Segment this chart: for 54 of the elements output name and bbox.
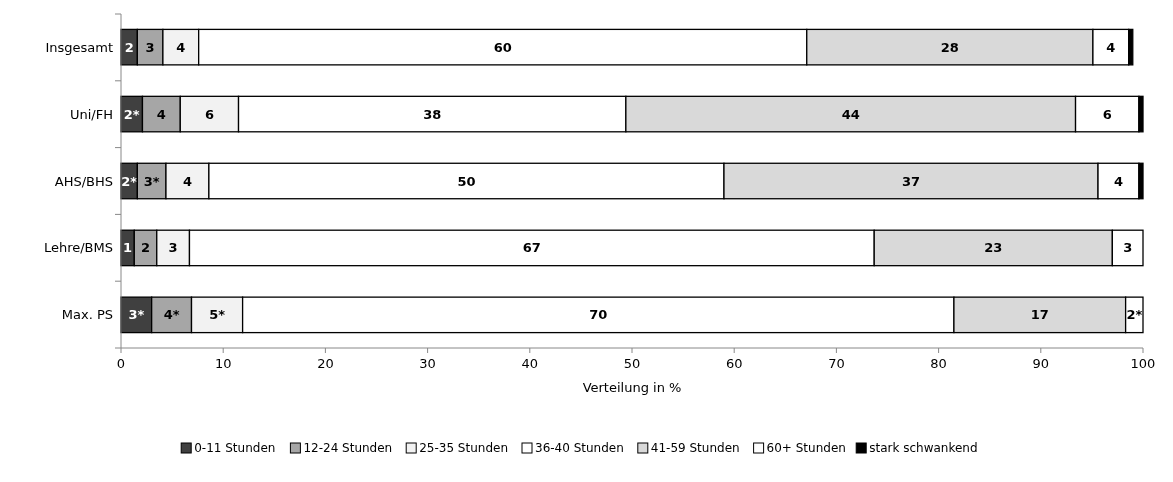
- data-label: 2: [124, 39, 134, 55]
- data-label: 2*: [121, 173, 138, 189]
- y-tick-label: AHS/BHS: [54, 173, 113, 189]
- data-label: 28: [940, 39, 959, 55]
- data-label: 70: [589, 307, 608, 323]
- data-label: 3: [168, 240, 178, 256]
- x-tick-label: 60: [725, 356, 743, 371]
- data-label: 6: [1102, 106, 1112, 122]
- data-label: 67: [522, 240, 541, 256]
- data-label: 44: [841, 106, 860, 122]
- data-label: 38: [423, 106, 442, 122]
- data-label: 3*: [143, 173, 160, 189]
- data-label: 50: [457, 173, 476, 189]
- x-axis-title: Verteilung in %: [582, 380, 682, 395]
- legend-label: 60+ Stunden: [766, 441, 846, 455]
- x-tick-label: 70: [828, 356, 845, 371]
- x-tick-label: 100: [1130, 356, 1156, 371]
- y-tick-label: Max. PS: [61, 307, 113, 323]
- data-label: 2*: [123, 106, 140, 122]
- data-label: 4: [182, 173, 192, 189]
- data-label: 6: [204, 106, 214, 122]
- legend-label: 41-59 Stunden: [650, 441, 740, 455]
- y-tick-label: Insgesamt: [45, 39, 113, 55]
- data-label: 4: [1113, 173, 1123, 189]
- x-tick-label: 10: [214, 356, 232, 371]
- data-label: 3*: [128, 307, 145, 323]
- x-tick-label: 80: [930, 356, 947, 371]
- x-tick-label: 0: [116, 356, 126, 371]
- legend-label: 25-35 Stunden: [419, 441, 509, 455]
- y-tick-label: Lehre/BMS: [43, 240, 113, 256]
- data-label: 3: [1123, 240, 1133, 256]
- x-tick-label: 20: [317, 356, 334, 371]
- data-label: 3: [145, 39, 155, 55]
- x-tick-label: 90: [1032, 356, 1050, 371]
- data-label: 4: [1106, 39, 1116, 55]
- data-label: 2: [141, 240, 151, 256]
- x-tick-label: 40: [521, 356, 539, 371]
- data-label: 4: [156, 106, 166, 122]
- x-tick-label: 50: [623, 356, 641, 371]
- data-label: 1: [123, 240, 133, 256]
- data-label: 37: [901, 173, 921, 189]
- data-label: 5*: [209, 307, 226, 323]
- data-label: 17: [1030, 307, 1049, 323]
- legend-label: 12-24 Stunden: [303, 441, 393, 455]
- data-label: 2*: [1126, 307, 1143, 323]
- legend-label: 0-11 Stunden: [194, 441, 276, 455]
- legend-label: 36-40 Stunden: [535, 441, 624, 455]
- y-tick-label: Uni/FH: [70, 106, 113, 122]
- data-label: 23: [984, 240, 1003, 256]
- data-label: 4: [176, 39, 186, 55]
- data-label: 4*: [163, 307, 180, 323]
- data-label: 60: [493, 39, 512, 55]
- x-tick-label: 30: [419, 356, 436, 371]
- legend-label: stark schwankend: [869, 441, 978, 455]
